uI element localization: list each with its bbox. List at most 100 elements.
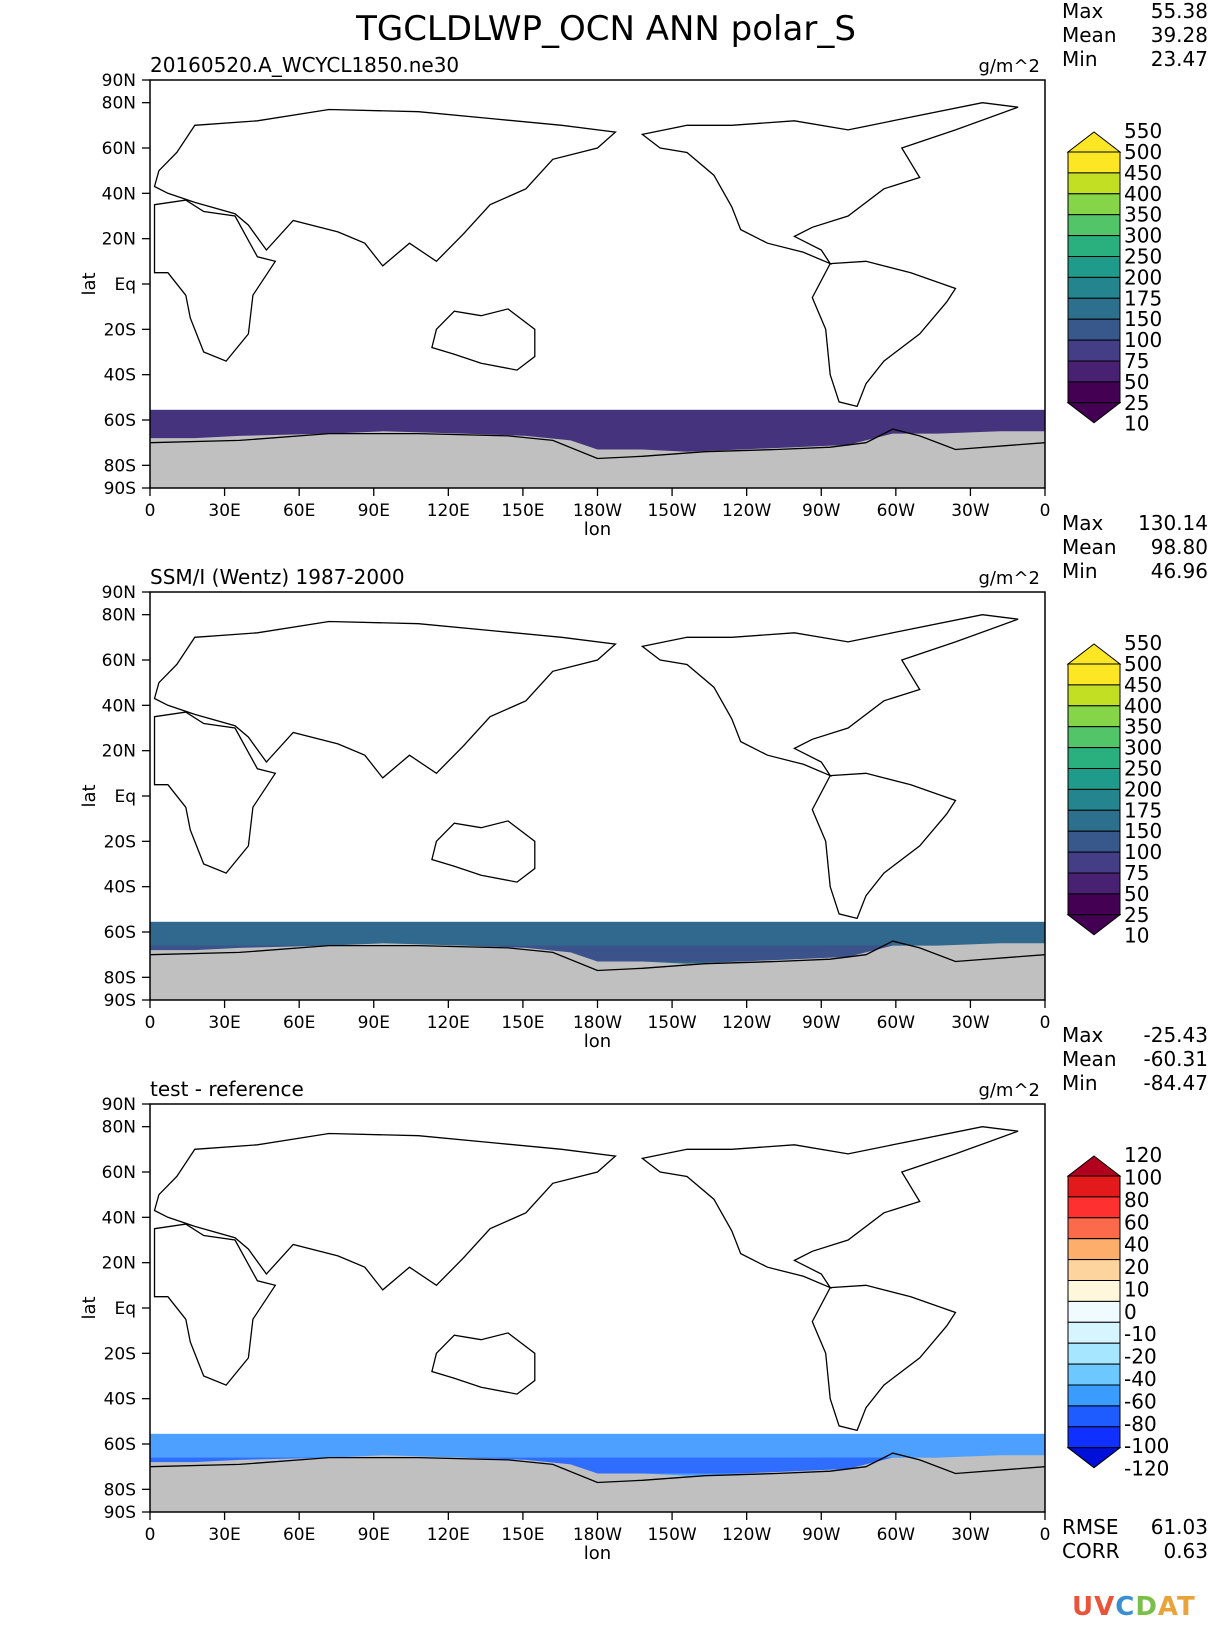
colorbar-level-label: 10: [1124, 1277, 1149, 1301]
x-axis-label: lon: [584, 1543, 611, 1564]
colorbar-level-label: -100: [1124, 1434, 1169, 1458]
panel-units: g/m^2: [978, 56, 1040, 77]
x-axis-label: lon: [584, 1031, 611, 1052]
colorbar-box: [1067, 1175, 1121, 1198]
coastline: [640, 102, 1019, 266]
colorbar-over-triangle: [1066, 131, 1122, 153]
x-tick-label: 180W: [573, 1013, 622, 1033]
stat-mean-label: Mean: [1062, 1047, 1117, 1071]
y-tick-label: 20N: [102, 1254, 136, 1274]
coastline: [153, 1223, 277, 1386]
x-tick-label: 60W: [877, 1525, 916, 1545]
colorbar-level-label: 75: [1124, 349, 1149, 373]
coastline: [640, 1126, 1019, 1290]
y-tick-label: 60N: [102, 651, 136, 671]
coastline: [431, 308, 536, 371]
x-tick-label: 90E: [358, 501, 390, 521]
y-tick-label: 20S: [104, 832, 136, 852]
colorbar-level-label: 50: [1124, 370, 1149, 394]
colorbar-level-label: 0: [1124, 1300, 1137, 1324]
x-tick-label: 90W: [802, 1525, 841, 1545]
colorbar-level-label: 175: [1124, 286, 1162, 310]
antarctica-land: [150, 431, 1045, 488]
x-tick-label: 30E: [208, 1525, 240, 1545]
x-tick-label: 150W: [647, 1525, 696, 1545]
y-tick-label: 20N: [102, 230, 136, 250]
colorbar-level-label: 450: [1124, 673, 1162, 697]
ice-edge-block: [687, 950, 822, 962]
stat-max-label: Max: [1062, 511, 1104, 535]
coastline: [640, 614, 1019, 778]
x-tick-label: 120E: [427, 501, 470, 521]
colorbar-level-label: -80: [1124, 1412, 1157, 1436]
colorbar-under-triangle: [1066, 914, 1122, 936]
x-tick-label: 0: [145, 1525, 156, 1545]
rmse-label: RMSE: [1062, 1515, 1118, 1539]
y-tick-label: 80N: [102, 1118, 136, 1138]
ice-edge-block: [687, 1462, 822, 1474]
panel-subtitle: test - reference: [150, 1077, 304, 1101]
y-tick-label: 60S: [104, 411, 136, 431]
colorbar-level-label: 60: [1124, 1210, 1149, 1234]
x-tick-label: 90W: [802, 501, 841, 521]
colorbar-level-label: -120: [1124, 1457, 1169, 1481]
x-tick-label: 150W: [647, 1013, 696, 1033]
antarctica-land: [150, 1455, 1045, 1512]
colorbar-box: [1067, 851, 1121, 874]
colorbar-box: [1067, 318, 1121, 341]
y-tick-label: Eq: [114, 787, 136, 807]
y-tick-label: 20S: [104, 320, 136, 340]
colorbar-under-triangle: [1066, 1447, 1122, 1469]
uvcdat-logo: UVCDAT: [1072, 1592, 1196, 1622]
y-tick-label: 40N: [102, 184, 136, 204]
x-tick-label: 30W: [951, 501, 990, 521]
colorbar-box: [1067, 809, 1121, 832]
y-tick-label: 80N: [102, 606, 136, 626]
stat-max-value: 55.38: [1151, 0, 1208, 23]
colorbar-level-label: 500: [1124, 140, 1162, 164]
x-tick-label: 120W: [722, 1525, 771, 1545]
stat-min-value: 23.47: [1151, 47, 1208, 71]
ice-edge-block: [687, 438, 822, 450]
stat-min-value: -84.47: [1144, 1071, 1208, 1095]
colorbar-level-label: 450: [1124, 161, 1162, 185]
stat-mean-value: -60.31: [1144, 1047, 1208, 1071]
stat-mean-label: Mean: [1062, 535, 1117, 559]
colorbar-level-label: 100: [1124, 1165, 1162, 1189]
corr-value: 0.63: [1163, 1539, 1208, 1563]
stat-max-value: -25.43: [1144, 1023, 1208, 1047]
colorbar-box: [1067, 684, 1121, 707]
y-axis-label: lat: [79, 272, 100, 295]
colorbar-box: [1067, 360, 1121, 383]
y-tick-label: 90S: [104, 479, 136, 499]
panel-3: test - reference g/m^2 Max -25.43 Mean -60.31…: [79, 1023, 1208, 1564]
colorbar-level-label: 350: [1124, 203, 1162, 227]
colorbar-level-label: -60: [1124, 1389, 1157, 1413]
colorbar-level-label: 75: [1124, 861, 1149, 885]
x-tick-label: 0: [145, 501, 156, 521]
y-tick-label: Eq: [114, 1299, 136, 1319]
y-tick-label: 90N: [102, 1095, 136, 1115]
colorbar-level-label: 40: [1124, 1233, 1149, 1257]
colorbar-level-label: 100: [1124, 840, 1162, 864]
x-tick-label: 180W: [573, 501, 622, 521]
y-tick-label: 90S: [104, 1503, 136, 1523]
colorbar-level-label: 100: [1124, 328, 1162, 352]
stat-mean-label: Mean: [1062, 23, 1117, 47]
coastline: [149, 940, 1046, 972]
stat-min-value: 46.96: [1151, 559, 1208, 583]
antarctica-land: [150, 943, 1045, 1000]
stat-min-label: Min: [1062, 1071, 1098, 1095]
panel-subtitle: 20160520.A_WCYCL1850.ne30: [150, 53, 459, 77]
x-tick-label: 150E: [501, 501, 544, 521]
colorbar-level-label: 250: [1124, 757, 1162, 781]
x-tick-label: 90E: [358, 1013, 390, 1033]
stat-mean-value: 98.80: [1151, 535, 1208, 559]
colorbar-box: [1067, 1342, 1121, 1365]
colorbar-box: [1067, 1321, 1121, 1344]
colorbar-level-label: -10: [1124, 1322, 1157, 1346]
colorbar-level-label: 300: [1124, 736, 1162, 760]
coastline: [153, 620, 617, 779]
y-axis-label: lat: [79, 1296, 100, 1319]
colorbar-level-label: 80: [1124, 1188, 1149, 1212]
